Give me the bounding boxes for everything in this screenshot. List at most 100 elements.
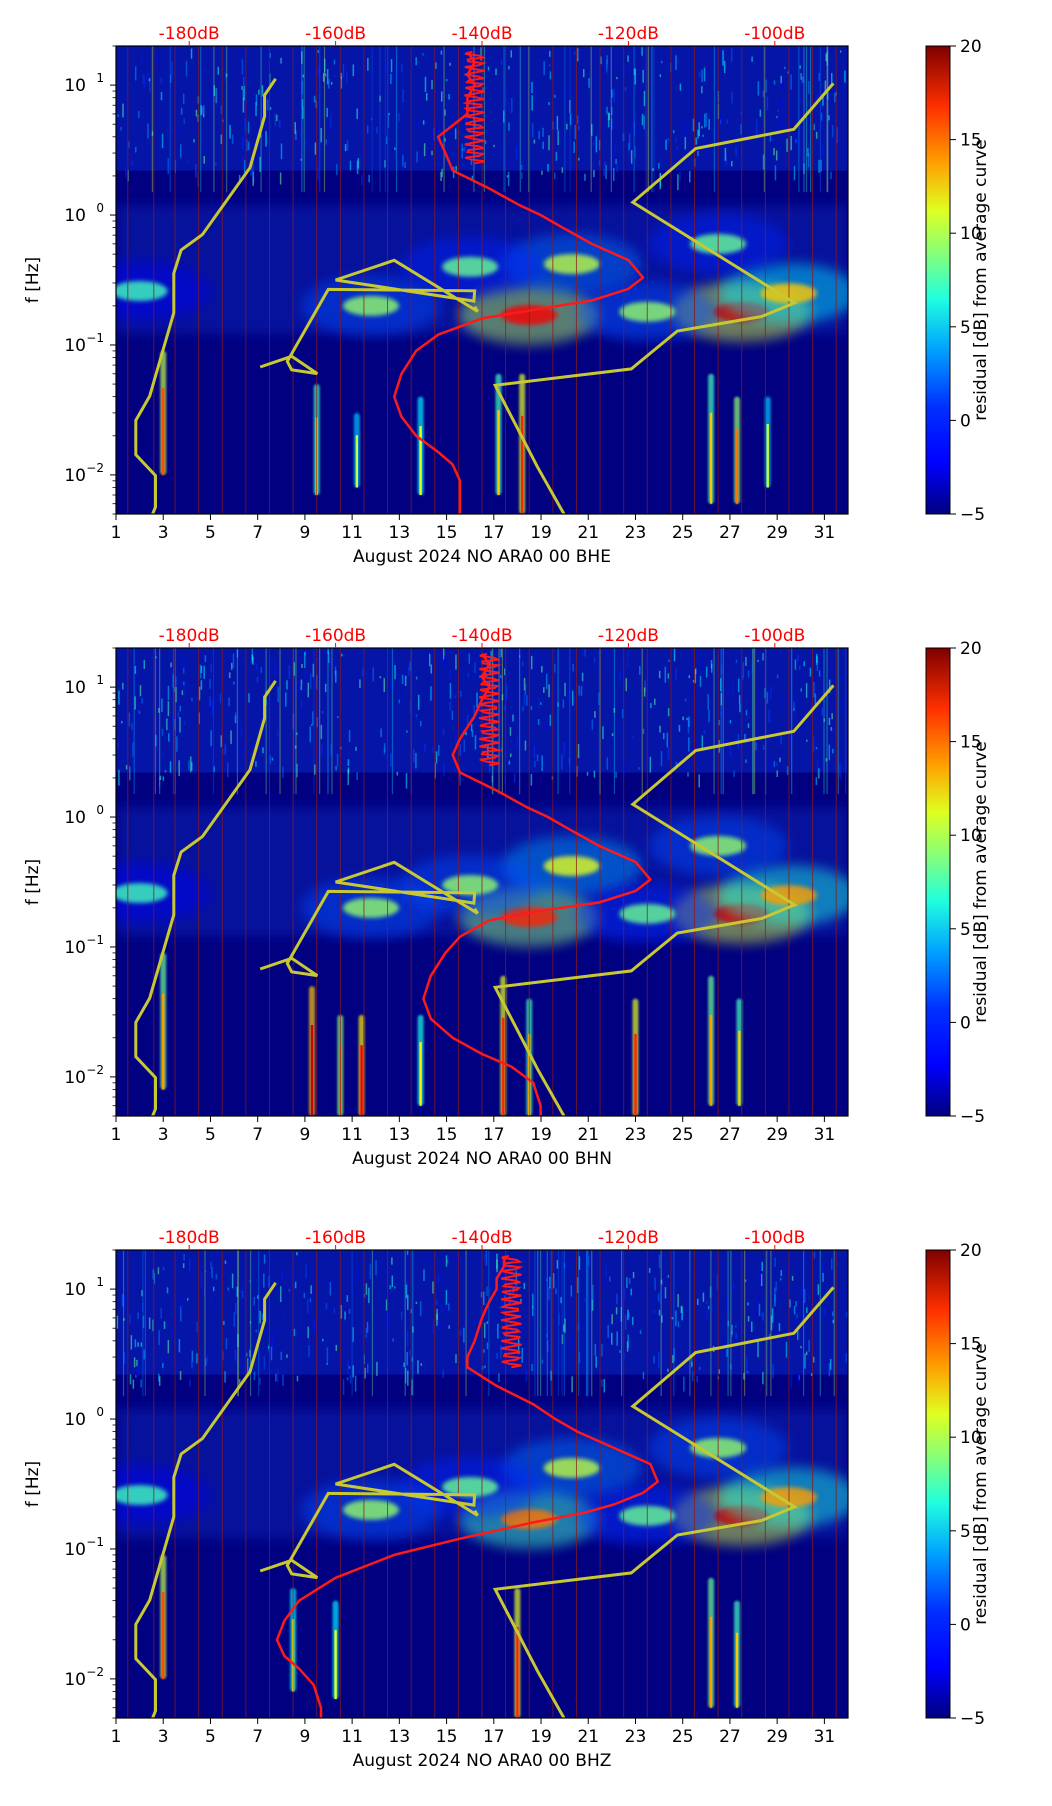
x-tick-label: 21	[577, 1125, 599, 1145]
y-tick-exponent: 0	[96, 1405, 104, 1419]
x-tick-label: 7	[252, 1727, 263, 1747]
x-tick-label: 19	[530, 523, 552, 543]
x-tick-label: 11	[341, 1727, 363, 1747]
x-tick-label: 21	[577, 1727, 599, 1747]
energy-hotspot-core	[543, 253, 600, 274]
x-tick-label: 15	[436, 523, 458, 543]
top-tick-label: -180dB	[159, 24, 220, 44]
median-psd-curve-hf	[462, 50, 488, 165]
x-tick-label: 19	[530, 1727, 552, 1747]
event-spike-core	[360, 1045, 363, 1116]
x-tick-label: 23	[625, 523, 647, 543]
median-psd-curve-hf	[499, 1254, 524, 1369]
y-tick-label: 10	[64, 1280, 86, 1300]
spectrogram-panel-bhz: -180dB -160dB -140dB -120dB -100dB 1 3 5 7 9 11 13…	[23, 1228, 991, 1771]
colorbar: −5 0 5 10 15 20	[925, 1241, 985, 1729]
colorbar-tick-label: 0	[960, 1013, 971, 1033]
y-tick-label: 10	[64, 808, 86, 828]
heatmap-plot-area	[115, 45, 849, 515]
top-tick-label: -120dB	[598, 24, 659, 44]
x-tick-label: 29	[766, 1125, 788, 1145]
noise-model-mid	[259, 860, 479, 978]
x-tick-label: 29	[766, 523, 788, 543]
noise-model-low	[134, 77, 277, 514]
colorbar-gradient	[925, 1249, 951, 1719]
event-spike-core	[419, 1042, 422, 1106]
x-tick-label: 15	[436, 1727, 458, 1747]
noise-model-low	[134, 679, 277, 1116]
noise-model-high	[492, 82, 835, 514]
x-tick-label: 23	[625, 1727, 647, 1747]
event-spike-core	[709, 1014, 713, 1106]
colorbar-gradient	[925, 45, 951, 515]
heatmap-plot-area	[115, 1249, 849, 1719]
x-tick-label: 7	[252, 1125, 263, 1145]
colorbar-label: residual [dB] from average curve	[971, 1343, 991, 1624]
heatmap-plot-area	[115, 647, 849, 1117]
colorbar-tick-label: 15	[960, 1335, 982, 1355]
y-tick-label: 10	[64, 938, 86, 958]
top-tick-label: -100dB	[744, 1228, 805, 1248]
noise-model-high	[492, 684, 835, 1116]
top-tick-label: -140dB	[451, 1228, 512, 1248]
noise-model-high	[492, 1286, 835, 1718]
median-psd-curve	[422, 653, 652, 1116]
x-tick-label: 25	[672, 1727, 694, 1747]
event-spike-core	[709, 412, 713, 504]
x-tick-label: 27	[719, 1125, 741, 1145]
x-tick-label: 9	[299, 1727, 310, 1747]
top-db-axis: -180dB -160dB -140dB -120dB -100dB	[159, 1228, 805, 1250]
x-tick-label: 11	[341, 523, 363, 543]
event-spike-core	[516, 1627, 519, 1718]
energy-hotspot-core	[343, 897, 400, 918]
x-tick-label: 17	[483, 523, 505, 543]
y-tick-exponent: −1	[86, 933, 104, 947]
event-spike-core	[766, 423, 769, 488]
energy-hotspot-core	[543, 1457, 600, 1478]
colorbar: −5 0 5 10 15 20	[925, 37, 985, 525]
median-psd-curve	[275, 1255, 659, 1718]
colorbar-tick-label: 0	[960, 1615, 971, 1635]
colorbar-tick-label: 20	[960, 639, 982, 659]
top-tick-label: -160dB	[305, 1228, 366, 1248]
event-spike-core	[334, 1630, 337, 1700]
top-db-axis: -180dB -160dB -140dB -120dB -100dB	[159, 24, 805, 46]
x-tick-label: 9	[299, 1125, 310, 1145]
x-axis-label: August 2024 NO ARA0 00 BHN	[352, 1149, 612, 1169]
event-spike-core	[634, 1033, 637, 1116]
x-tick-label: 15	[436, 1125, 458, 1145]
event-spike-core	[735, 1632, 739, 1708]
x-tick-label: 21	[577, 523, 599, 543]
top-tick-label: -120dB	[598, 1228, 659, 1248]
x-tick-label: 7	[252, 523, 263, 543]
heatmap-layer	[116, 648, 848, 1116]
x-tick-label: 13	[389, 523, 411, 543]
y-axis-label: f [Hz]	[23, 1461, 43, 1507]
top-tick-label: -100dB	[744, 626, 805, 646]
x-tick-label: 27	[719, 523, 741, 543]
y-tick-exponent: −2	[86, 1063, 104, 1077]
top-tick-label: -180dB	[159, 1228, 220, 1248]
x-tick-label: 1	[111, 523, 122, 543]
energy-hotspot-core	[442, 874, 499, 895]
x-tick-label: 17	[483, 1125, 505, 1145]
energy-hotspot-core	[116, 1485, 168, 1506]
colorbar-tick-label: −5	[960, 1709, 985, 1729]
x-axis-label: August 2024 NO ARA0 00 BHZ	[353, 1751, 612, 1771]
colorbar-tick-label: 15	[960, 733, 982, 753]
colorbar-tick-label: 5	[960, 920, 971, 940]
x-tick-label: 25	[672, 1125, 694, 1145]
event-spike-core	[497, 410, 500, 496]
median-psd-curve-hf	[477, 652, 503, 767]
colorbar-label: residual [dB] from average curve	[971, 139, 991, 420]
x-tick-label: 3	[158, 1125, 169, 1145]
energy-hotspot-core	[116, 883, 168, 904]
heatmap-layer	[116, 1250, 848, 1718]
colorbar-tick-label: −5	[960, 505, 985, 525]
y-tick-exponent: −2	[86, 461, 104, 475]
noise-model-mid	[259, 1462, 479, 1580]
energy-hotspot-core	[543, 855, 600, 876]
